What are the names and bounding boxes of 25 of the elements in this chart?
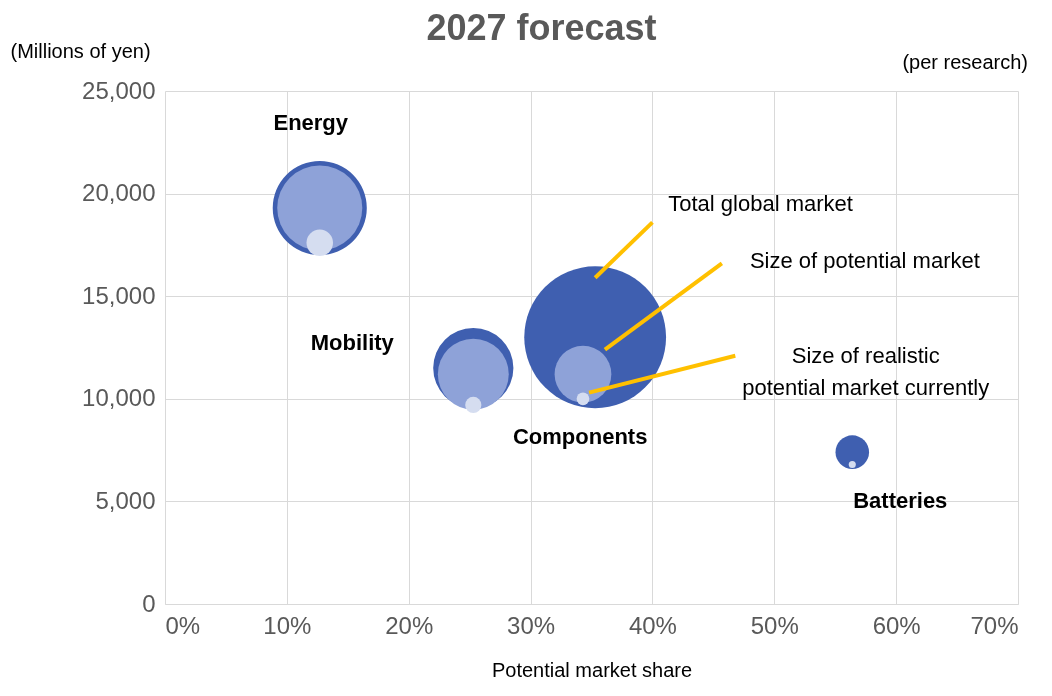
text: Total global market xyxy=(668,190,853,216)
x-tick-label: 50% xyxy=(750,611,799,639)
x-axis-title: Potential market share xyxy=(491,658,693,681)
y-tick-label: 10,000 xyxy=(82,384,156,412)
y-tick-label: 5,000 xyxy=(95,486,156,514)
annotation: Batteries xyxy=(853,488,948,514)
chart-title: 2027 forecast xyxy=(426,7,657,48)
y-tick-label: 0 xyxy=(142,589,156,617)
x-tick-label: 70% xyxy=(970,611,1019,639)
y-tick-label: 15,000 xyxy=(82,281,156,309)
y-tick-label: 25,000 xyxy=(82,76,156,104)
x-tick-label: 60% xyxy=(872,611,921,639)
annotation: Mobility xyxy=(310,330,395,356)
x-tick-label: 40% xyxy=(628,611,677,639)
x-tick-label: 20% xyxy=(385,611,434,639)
x-tick-label: 10% xyxy=(263,611,312,639)
y-axis-title: (Millions of yen) xyxy=(10,39,151,62)
chart-subtitle: (per research) xyxy=(902,51,1028,73)
annotation: Components xyxy=(512,424,648,450)
y-tick-label: 20,000 xyxy=(82,179,156,207)
x-tick-label: 0% xyxy=(165,611,201,639)
x-tick-label: 30% xyxy=(507,611,556,639)
text: Size of potential market xyxy=(749,248,980,274)
text: Size of realistic potential market currently xyxy=(742,342,990,400)
annotation: Energy xyxy=(273,109,349,135)
